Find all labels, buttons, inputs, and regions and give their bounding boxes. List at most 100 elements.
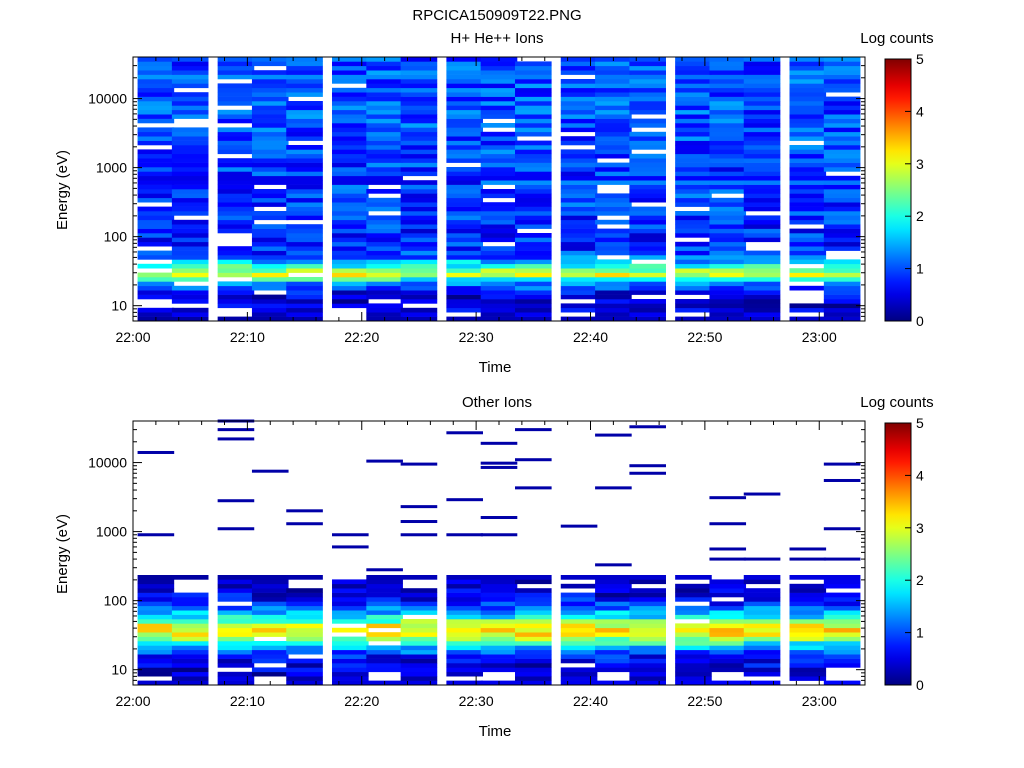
- heatmap-cell: [251, 294, 289, 300]
- heatmap-line: [823, 478, 861, 482]
- heatmap-cell: [629, 65, 666, 71]
- heatmap-cell: [709, 83, 747, 89]
- heatmap-cell: [515, 619, 552, 624]
- heatmap-cell: [823, 74, 861, 80]
- heatmap-cell: [595, 579, 632, 585]
- heatmap-cell: [675, 246, 712, 251]
- heatmap-cell: [217, 167, 255, 172]
- heatmap-cell: [446, 96, 483, 102]
- heatmap-cell: [595, 219, 632, 225]
- heatmap-cell: [675, 171, 712, 177]
- heatmap-cell: [515, 671, 552, 677]
- heatmap-cell: [823, 184, 861, 190]
- heatmap-cell: [251, 575, 289, 580]
- heatmap-cell: [560, 237, 598, 243]
- heatmap-cell: [366, 171, 403, 177]
- heatmap-cell: [789, 597, 827, 602]
- heatmap-cell: [137, 597, 175, 602]
- heatmap-cell: [789, 206, 827, 212]
- heatmap-line: [446, 498, 483, 502]
- heatmap-cell: [171, 202, 209, 207]
- heatmap-cell: [446, 87, 483, 93]
- heatmap-cell: [743, 167, 781, 172]
- heatmap-cell: [595, 299, 632, 304]
- heatmap-cell: [286, 215, 323, 221]
- heatmap-cell: [675, 259, 712, 265]
- y-tick-label: 10000: [88, 455, 127, 471]
- heatmap-cell: [446, 583, 483, 589]
- heatmap-cell: [171, 299, 209, 304]
- heatmap-cell: [217, 118, 255, 124]
- heatmap-cell: [332, 123, 369, 128]
- heatmap-cell: [709, 145, 747, 150]
- heatmap-line: [629, 464, 666, 468]
- heatmap-cell: [560, 224, 598, 229]
- heatmap-cell: [675, 281, 712, 287]
- heatmap-cell: [171, 627, 209, 633]
- heatmap-cell: [171, 131, 209, 137]
- heatmap-cell: [286, 575, 323, 580]
- heatmap-cell: [366, 303, 403, 309]
- heatmap-cell: [251, 140, 289, 146]
- heatmap-cell: [629, 299, 666, 304]
- heatmap-cell: [286, 259, 323, 265]
- heatmap-cell: [137, 118, 175, 124]
- heatmap-cell: [629, 171, 666, 177]
- heatmap-cell: [217, 197, 255, 203]
- heatmap-cell: [217, 654, 255, 659]
- heatmap-cell: [709, 206, 747, 212]
- heatmap-cell: [515, 215, 552, 221]
- heatmap-cell: [743, 277, 781, 282]
- heatmap-cell: [823, 228, 861, 234]
- heatmap-cell: [789, 184, 827, 190]
- heatmap-cell: [629, 224, 666, 229]
- heatmap-cell: [171, 294, 209, 300]
- heatmap-cell: [480, 92, 518, 97]
- y-tick-label: 100: [104, 593, 128, 609]
- heatmap-cell: [446, 153, 483, 159]
- heatmap-cell: [400, 211, 438, 216]
- heatmap-cell: [366, 101, 403, 106]
- heatmap-cell: [675, 123, 712, 128]
- heatmap-cell: [251, 667, 289, 673]
- heatmap-cell: [823, 619, 861, 624]
- heatmap-cell: [743, 189, 781, 194]
- heatmap-cell: [515, 224, 552, 229]
- heatmap-cell: [675, 87, 712, 93]
- heatmap-cell: [332, 277, 369, 282]
- heatmap-cell: [366, 597, 403, 602]
- heatmap-cell: [332, 153, 369, 159]
- heatmap-cell: [332, 259, 369, 265]
- heatmap-cell: [743, 636, 781, 642]
- heatmap-cell: [171, 619, 209, 624]
- heatmap-cell: [560, 294, 598, 300]
- heatmap-cell: [789, 79, 827, 84]
- heatmap-cell: [286, 197, 323, 203]
- heatmap-cell: [595, 312, 632, 317]
- y-tick-label: 1000: [96, 524, 127, 540]
- heatmap-cell: [137, 211, 175, 216]
- heatmap-cell: [366, 224, 403, 229]
- heatmap-cell: [743, 184, 781, 190]
- heatmap-cell: [789, 74, 827, 80]
- heatmap-cell: [137, 136, 175, 141]
- heatmap-cell: [446, 118, 483, 124]
- heatmap-cell: [709, 118, 747, 124]
- heatmap-cell: [629, 131, 666, 137]
- heatmap-cell: [286, 167, 323, 172]
- heatmap-cell: [675, 614, 712, 620]
- heatmap-cell: [137, 658, 175, 664]
- heatmap-cell: [595, 619, 632, 624]
- heatmap-cell: [480, 215, 518, 221]
- heatmap-cell: [743, 61, 781, 67]
- heatmap-cell: [446, 299, 483, 304]
- heatmap-cell: [515, 676, 552, 681]
- heatmap-cell: [446, 290, 483, 295]
- heatmap-cell: [709, 632, 747, 637]
- heatmap-cell: [171, 83, 209, 89]
- heatmap-cell: [629, 601, 666, 607]
- heatmap-cell: [332, 294, 369, 300]
- heatmap-cell: [709, 592, 747, 598]
- heatmap-cell: [743, 101, 781, 106]
- heatmap-cell: [137, 277, 175, 282]
